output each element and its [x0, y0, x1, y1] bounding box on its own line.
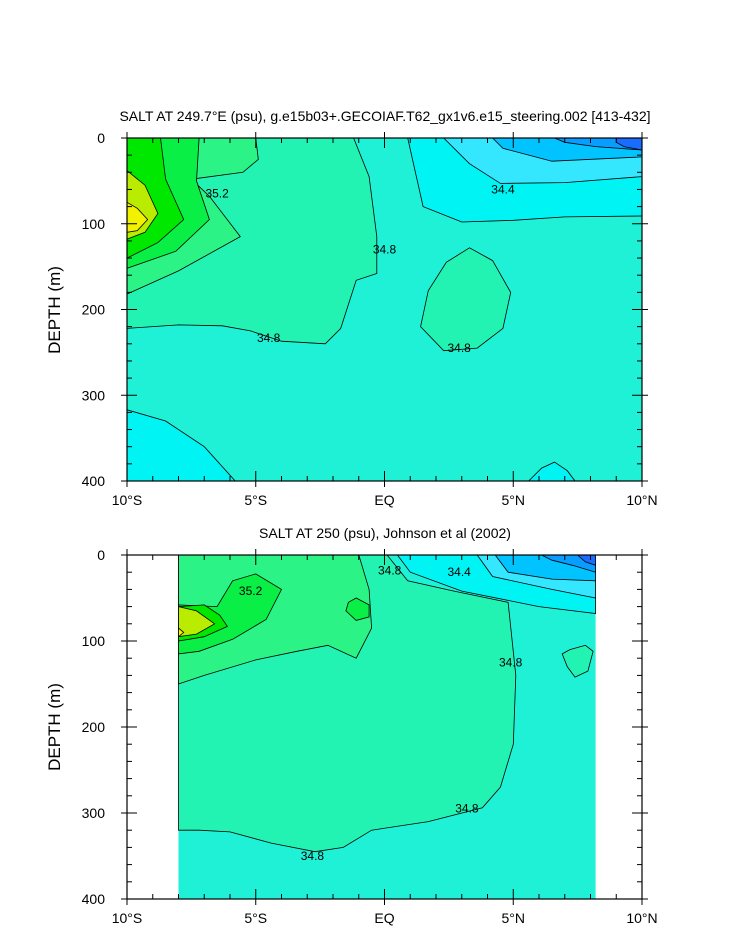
- x-tick-label: EQ: [374, 492, 394, 508]
- panel-1-ylabel: DEPTH (m): [45, 266, 64, 354]
- contour-region-salt-351: [178, 554, 373, 685]
- contour-label: 34.8: [373, 242, 397, 256]
- x-tick-label: 10°S: [112, 492, 143, 508]
- contour-label: 34.8: [447, 341, 471, 355]
- y-tick-label: 100: [82, 216, 106, 232]
- y-tick-label: 200: [82, 302, 106, 318]
- y-tick-label: 400: [82, 473, 106, 489]
- x-tick-label: 5°N: [502, 910, 526, 926]
- x-tick-label: 5°S: [244, 492, 267, 508]
- panel-1-contour-labels: 35.2 34.4 34.8 34.8 34.8: [205, 182, 515, 355]
- x-tick-label: 5°N: [502, 492, 526, 508]
- panel-2-axes: 10°S 5°S EQ 5°N 10°N 0 100 200 300 400: [82, 547, 658, 926]
- y-tick-label: 400: [82, 891, 106, 907]
- x-tick-label: 10°N: [626, 492, 657, 508]
- y-tick-label: 0: [97, 130, 105, 146]
- contour-label: 34.4: [491, 182, 515, 196]
- panel-2-fills: [178, 554, 596, 899]
- y-tick-label: 300: [82, 387, 106, 403]
- contour-label: 34.8: [301, 849, 325, 863]
- y-tick-label: 300: [82, 805, 106, 821]
- contour-label: 34.4: [447, 565, 471, 579]
- panel-1-title: SALT AT 249.7°E (psu), g.e15b03+.GECOIAF…: [119, 108, 650, 124]
- panel-2-title: SALT AT 250 (psu), Johnson et al (2002): [259, 525, 511, 541]
- panel-1: SALT AT 249.7°E (psu), g.e15b03+.GECOIAF…: [45, 108, 658, 508]
- panel-2: SALT AT 250 (psu), Johnson et al (2002) …: [45, 525, 658, 926]
- panel-2-ylabel: DEPTH (m): [45, 683, 64, 771]
- y-tick-label: 200: [82, 719, 106, 735]
- x-tick-label: 5°S: [244, 910, 267, 926]
- panel-1-axes: 10°S 5°S EQ 5°N 10°N 0 100 200 300 400: [82, 130, 658, 508]
- panel-1-fills: [126, 137, 643, 482]
- contour-label: 35.2: [205, 187, 229, 201]
- y-tick-label: 0: [97, 547, 105, 563]
- contour-label: 34.8: [257, 331, 281, 345]
- contour-label: 34.8: [455, 802, 479, 816]
- y-tick-label: 100: [82, 633, 106, 649]
- contour-region-salt-351-blob: [345, 597, 370, 621]
- x-tick-label: 10°N: [626, 910, 657, 926]
- contour-label: 35.2: [239, 584, 263, 598]
- x-tick-label: 10°S: [112, 910, 143, 926]
- x-tick-label: EQ: [374, 910, 394, 926]
- contour-region-salt-359: [178, 627, 185, 638]
- contour-region-salt-349-right-blob: [561, 644, 594, 678]
- contour-label: 34.8: [499, 656, 523, 670]
- panel-2-contour-labels: 35.2 34.8 34.4 34.8 34.8 34.8: [239, 563, 523, 863]
- contour-label: 34.8: [378, 563, 402, 577]
- contour-region-salt-349-blob: [420, 247, 512, 352]
